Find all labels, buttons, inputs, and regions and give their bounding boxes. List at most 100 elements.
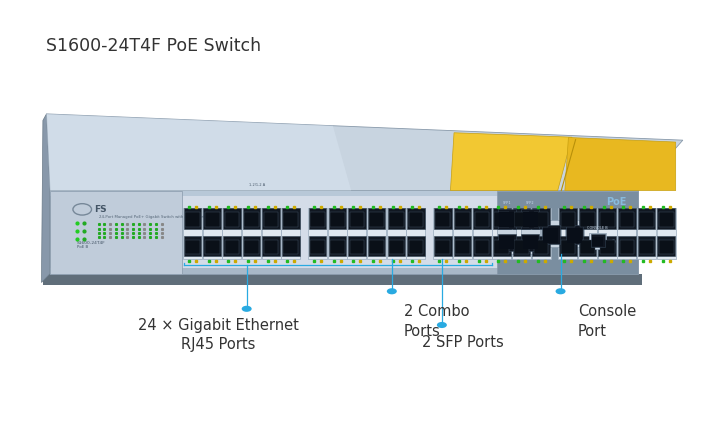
FancyBboxPatch shape (541, 220, 561, 247)
FancyBboxPatch shape (598, 208, 616, 229)
Text: PoE: PoE (606, 198, 626, 207)
FancyBboxPatch shape (498, 209, 516, 229)
FancyBboxPatch shape (205, 240, 220, 254)
FancyBboxPatch shape (581, 212, 595, 227)
FancyBboxPatch shape (434, 236, 452, 256)
FancyBboxPatch shape (514, 212, 529, 227)
FancyBboxPatch shape (310, 212, 325, 227)
FancyBboxPatch shape (329, 236, 346, 256)
FancyBboxPatch shape (514, 240, 529, 254)
Text: SFP1: SFP1 (502, 201, 511, 205)
FancyBboxPatch shape (591, 234, 605, 247)
FancyBboxPatch shape (282, 208, 300, 259)
FancyBboxPatch shape (543, 228, 558, 243)
Text: 24 × Gigabit Ethernet
RJ45 Ports: 24 × Gigabit Ethernet RJ45 Ports (137, 318, 299, 352)
FancyBboxPatch shape (521, 208, 540, 254)
FancyBboxPatch shape (368, 236, 385, 256)
FancyBboxPatch shape (309, 208, 327, 229)
Polygon shape (50, 191, 182, 274)
FancyBboxPatch shape (434, 208, 452, 229)
FancyBboxPatch shape (513, 208, 531, 229)
FancyBboxPatch shape (184, 236, 202, 256)
FancyBboxPatch shape (264, 240, 279, 254)
FancyBboxPatch shape (473, 208, 491, 229)
FancyBboxPatch shape (542, 225, 560, 244)
FancyBboxPatch shape (521, 209, 539, 229)
FancyBboxPatch shape (638, 236, 655, 256)
FancyBboxPatch shape (638, 208, 655, 229)
FancyBboxPatch shape (435, 212, 450, 227)
FancyBboxPatch shape (433, 208, 453, 259)
FancyBboxPatch shape (579, 236, 596, 256)
FancyBboxPatch shape (185, 212, 200, 227)
FancyBboxPatch shape (225, 212, 239, 227)
FancyBboxPatch shape (243, 236, 260, 256)
FancyBboxPatch shape (455, 212, 470, 227)
FancyBboxPatch shape (561, 240, 576, 254)
FancyBboxPatch shape (559, 208, 576, 229)
Polygon shape (43, 274, 642, 285)
FancyBboxPatch shape (409, 240, 423, 254)
Polygon shape (497, 191, 638, 274)
FancyBboxPatch shape (348, 208, 366, 229)
Circle shape (437, 322, 447, 328)
FancyBboxPatch shape (658, 236, 675, 256)
Polygon shape (50, 268, 638, 274)
FancyBboxPatch shape (493, 208, 511, 259)
FancyBboxPatch shape (523, 236, 538, 249)
Text: 2 SFP Ports: 2 SFP Ports (422, 335, 503, 350)
FancyBboxPatch shape (592, 237, 603, 246)
FancyBboxPatch shape (203, 208, 222, 259)
FancyBboxPatch shape (368, 208, 385, 229)
FancyBboxPatch shape (347, 208, 367, 259)
FancyBboxPatch shape (184, 208, 202, 229)
Polygon shape (565, 138, 676, 191)
FancyBboxPatch shape (454, 208, 471, 229)
Text: S1600-24T4F: S1600-24T4F (77, 241, 106, 245)
Text: 1-2/1-2 A: 1-2/1-2 A (250, 184, 265, 187)
FancyBboxPatch shape (475, 240, 490, 254)
FancyBboxPatch shape (223, 208, 240, 229)
FancyBboxPatch shape (407, 208, 425, 259)
FancyBboxPatch shape (578, 208, 597, 259)
Text: FS: FS (94, 205, 107, 214)
FancyBboxPatch shape (388, 236, 405, 256)
FancyBboxPatch shape (185, 240, 200, 254)
FancyBboxPatch shape (348, 236, 366, 256)
FancyBboxPatch shape (328, 208, 347, 259)
FancyBboxPatch shape (204, 236, 221, 256)
FancyBboxPatch shape (618, 236, 636, 256)
Circle shape (387, 288, 397, 294)
FancyBboxPatch shape (387, 208, 406, 259)
FancyBboxPatch shape (408, 208, 425, 229)
FancyBboxPatch shape (533, 236, 550, 256)
FancyBboxPatch shape (368, 208, 386, 259)
FancyBboxPatch shape (639, 240, 654, 254)
FancyBboxPatch shape (495, 212, 509, 227)
FancyBboxPatch shape (350, 240, 365, 254)
FancyBboxPatch shape (455, 240, 470, 254)
FancyBboxPatch shape (204, 208, 221, 229)
FancyBboxPatch shape (657, 208, 676, 259)
FancyBboxPatch shape (245, 212, 259, 227)
FancyBboxPatch shape (618, 208, 636, 229)
FancyBboxPatch shape (532, 208, 551, 259)
FancyBboxPatch shape (565, 220, 584, 247)
FancyBboxPatch shape (493, 208, 511, 229)
FancyBboxPatch shape (598, 208, 617, 259)
FancyBboxPatch shape (618, 208, 636, 259)
FancyBboxPatch shape (475, 212, 490, 227)
FancyBboxPatch shape (600, 212, 615, 227)
FancyBboxPatch shape (409, 212, 423, 227)
FancyBboxPatch shape (567, 228, 582, 243)
FancyBboxPatch shape (659, 240, 674, 254)
FancyBboxPatch shape (639, 212, 654, 227)
FancyBboxPatch shape (310, 240, 325, 254)
FancyBboxPatch shape (558, 208, 578, 259)
FancyBboxPatch shape (282, 236, 300, 256)
FancyBboxPatch shape (495, 240, 509, 254)
FancyBboxPatch shape (183, 208, 202, 259)
Text: SFP2: SFP2 (526, 201, 535, 205)
FancyBboxPatch shape (523, 212, 538, 227)
FancyBboxPatch shape (637, 208, 656, 259)
